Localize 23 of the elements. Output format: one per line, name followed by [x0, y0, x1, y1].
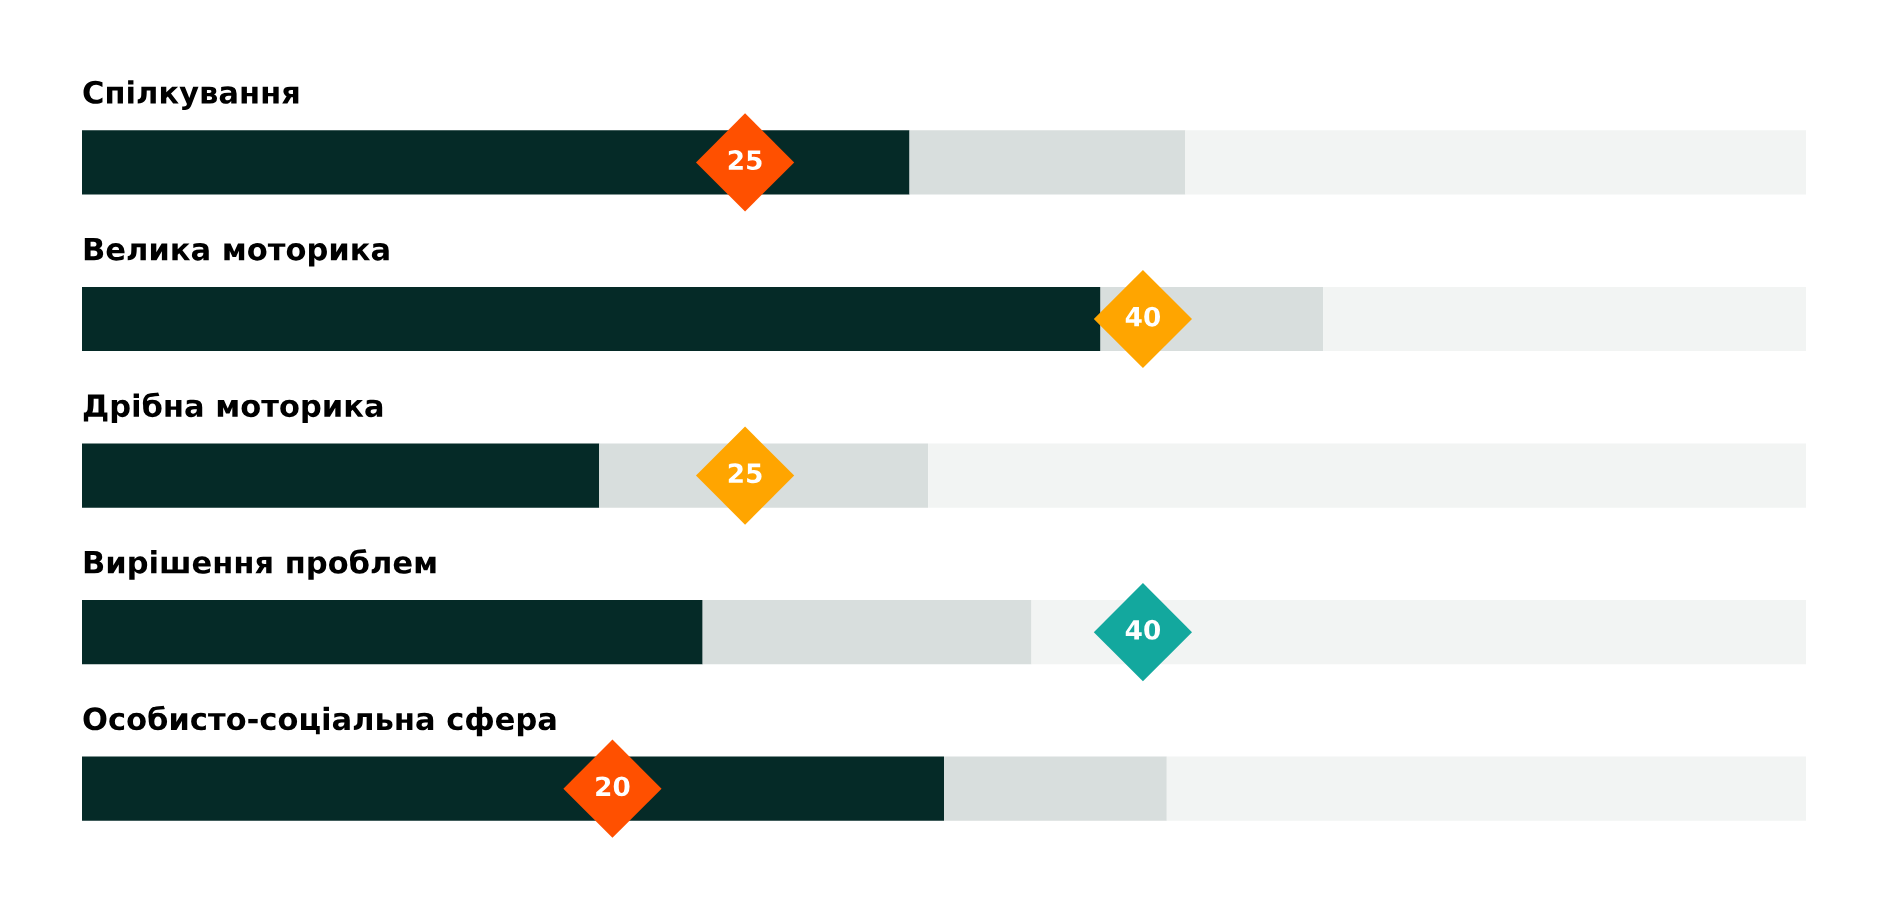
y-tick-label: Дрібна моторика [83, 392, 383, 424]
y-tick-label: Велика моторика [84, 237, 389, 267]
data-label: 25 [728, 463, 762, 484]
data-label: 20 [596, 776, 630, 797]
bar [702, 600, 1032, 665]
y-tick-label: Вирішення проблем [84, 549, 436, 580]
bar [1166, 756, 1806, 821]
y-tick-label: Особисто-соціальна сфера [83, 705, 556, 737]
bar [82, 286, 1101, 352]
bar [1031, 600, 1806, 665]
bar [909, 130, 1186, 195]
bar [1185, 130, 1806, 195]
data-label: 40 [1125, 619, 1161, 640]
data-label: 25 [728, 150, 762, 171]
bar [1323, 286, 1806, 352]
bar [82, 130, 910, 195]
bar [944, 756, 1167, 821]
data-label: 40 [1125, 306, 1161, 327]
y-tick-label: Спілкування [83, 80, 299, 110]
bar [82, 443, 600, 508]
bar [82, 756, 944, 821]
bar [928, 443, 1806, 508]
bar [82, 600, 703, 665]
